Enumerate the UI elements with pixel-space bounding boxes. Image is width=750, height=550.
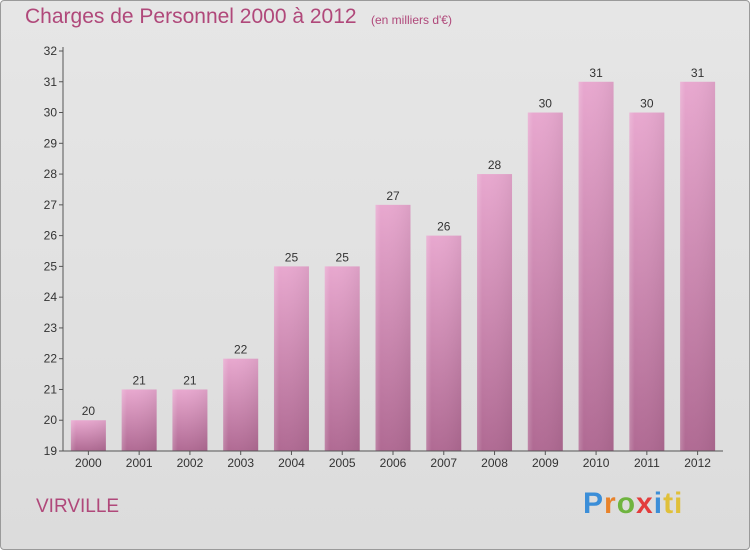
logo-letter: P: [583, 487, 605, 520]
x-tick-label: 2010: [583, 456, 610, 470]
x-axis: 2000 2001 2002 2003 2004 2005 2006 2007 2008 2009…: [63, 450, 723, 470]
y-tick-label: 31: [44, 75, 58, 89]
x-tick-label: 2001: [126, 456, 153, 470]
x-tick-label: 2012: [684, 456, 711, 470]
data-label: 30: [539, 97, 553, 111]
data-label: 28: [488, 158, 502, 172]
x-tick-label: 2000: [75, 456, 102, 470]
x-tick-label: 2002: [177, 456, 204, 470]
x-tick-label: 2003: [227, 456, 254, 470]
bar-shade: [629, 112, 665, 452]
logo-letter: o: [616, 487, 637, 520]
data-label: 21: [132, 373, 146, 387]
y-tick-label: 32: [44, 44, 58, 58]
logo-letter: r: [604, 487, 617, 520]
y-axis: 19 20 21 22 23 24 25 26 27 28 29 30 31 32: [44, 44, 64, 458]
bar-shade: [375, 204, 411, 451]
bar-shade: [426, 235, 462, 451]
y-tick-label: 22: [44, 352, 58, 366]
y-tick-label: 21: [44, 382, 58, 396]
town-name: VIRVILLE: [36, 496, 120, 517]
x-tick-label: 2009: [532, 456, 559, 470]
y-tick-label: 20: [44, 413, 58, 427]
data-label: 26: [437, 220, 451, 234]
bar-shade: [578, 81, 614, 452]
data-label: 30: [640, 97, 654, 111]
bar-shade: [223, 358, 259, 451]
bar-shade: [172, 389, 208, 451]
logo-letter: x: [636, 487, 654, 520]
proxiti-logo: Proxiti: [583, 487, 683, 521]
y-tick-label: 19: [44, 444, 58, 458]
data-label: 25: [285, 250, 299, 264]
bar-shade: [70, 420, 106, 451]
x-tick-label: 2004: [278, 456, 305, 470]
x-tick-label: 2007: [430, 456, 457, 470]
chart-subtitle: (en milliers d'€): [371, 13, 452, 27]
bar-shade: [680, 81, 716, 452]
data-label: 21: [183, 373, 197, 387]
x-tick-label: 2011: [634, 456, 660, 470]
data-label: 27: [386, 189, 400, 203]
y-tick-label: 30: [44, 106, 58, 120]
x-tick-label: 2008: [481, 456, 508, 470]
data-label: 31: [589, 66, 603, 80]
bar-shade: [477, 174, 513, 452]
y-tick-label: 26: [44, 229, 58, 243]
y-tick-label: 29: [44, 136, 58, 150]
data-label: 25: [336, 250, 350, 264]
logo-letter: i: [653, 487, 664, 520]
data-label: 31: [691, 66, 705, 80]
data-label: 22: [234, 343, 248, 357]
bar-shade: [324, 266, 360, 451]
bar-shade: [273, 266, 309, 451]
data-label: 20: [82, 404, 96, 418]
x-tick-label: 2006: [380, 456, 407, 470]
bar-shade: [527, 112, 563, 452]
y-tick-label: 27: [44, 198, 58, 212]
x-tick-label: 2005: [329, 456, 356, 470]
bar-shade: [121, 389, 157, 451]
y-tick-label: 28: [44, 167, 58, 181]
bars: 20 21 21 22 25 25 27 26 28 30 31 30 31: [70, 66, 716, 452]
chart-title: Charges de Personnel 2000 à 2012: [25, 5, 357, 28]
logo-letter: ti: [663, 487, 684, 520]
y-tick-label: 25: [44, 259, 58, 273]
y-tick-label: 23: [44, 321, 58, 335]
y-tick-label: 24: [44, 290, 58, 304]
